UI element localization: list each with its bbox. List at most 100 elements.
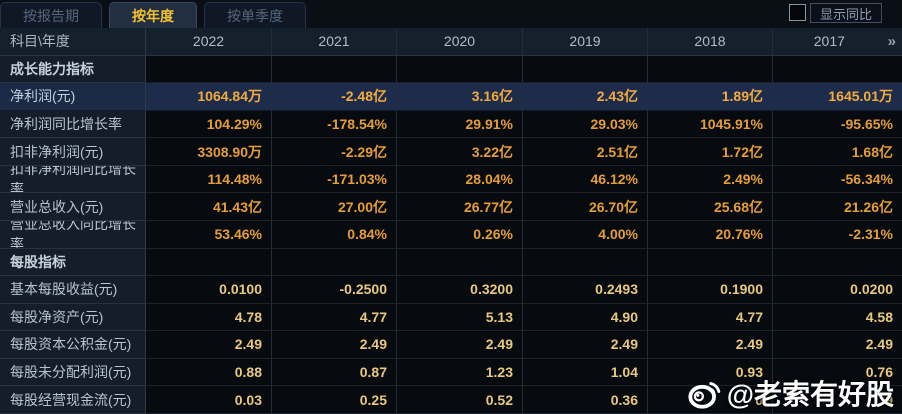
value-cell: 1.23 — [397, 358, 523, 387]
value-cell: 0.2493 — [523, 276, 648, 304]
table-row[interactable]: 每股未分配利润(元) 0.88 0.87 1.23 1.04 0.93 0.76 — [0, 358, 902, 387]
value-cell — [272, 248, 397, 277]
financial-table: 科目\年度 2022 2021 2020 2019 2018 2017 » 成长能力指标 净利… — [0, 28, 902, 414]
value-cell: 3308.90万 — [146, 138, 272, 166]
value-cell: 0.93 — [648, 358, 773, 387]
row-label: 每股经营现金流(元) — [0, 386, 146, 414]
value-cell: 0 — [648, 386, 773, 414]
table-row[interactable]: 扣非净利润同比增长率 114.48% -171.03% 28.04% 46.12% 2.4… — [0, 165, 902, 194]
value-cell: 53.46% — [146, 220, 272, 249]
table-row[interactable]: 营业总收入同比增长率 53.46% 0.84% 0.26% 4.00% 20.76% -2.… — [0, 220, 902, 249]
value-cell: 114.48% — [146, 165, 272, 194]
row-label: 扣非净利润同比增长率 — [0, 165, 146, 194]
row-label: 每股资本公积金(元) — [0, 331, 146, 359]
value-cell: -2.48亿 — [272, 83, 397, 111]
value-cell: 0.52 — [397, 386, 523, 414]
value-cell: 3.16亿 — [397, 83, 523, 111]
value-cell: 0.36 — [523, 386, 648, 414]
row-label: 基本每股收益(元) — [0, 276, 146, 304]
value-cell: 27.00亿 — [272, 193, 397, 221]
value-cell: -0.2500 — [272, 276, 397, 304]
value-cell: 0.1900 — [648, 276, 773, 304]
row-label: 每股指标 — [0, 248, 146, 277]
value-cell — [523, 248, 648, 277]
value-cell — [397, 55, 523, 84]
table-row[interactable]: 净利润同比增长率 104.29% -178.54% 29.91% 29.03% 1045.… — [0, 110, 902, 139]
value-cell: 26.77亿 — [397, 193, 523, 221]
value-cell: 3.22亿 — [397, 138, 523, 166]
value-cell: 2.49 — [397, 331, 523, 359]
value-cell: 9 — [773, 386, 902, 414]
value-cell — [146, 248, 272, 277]
value-cell: 5.13 — [397, 303, 523, 332]
value-cell: 1.04 — [523, 358, 648, 387]
table-row: 成长能力指标 — [0, 55, 902, 84]
value-cell — [773, 55, 902, 84]
value-cell: 0.03 — [146, 386, 272, 414]
value-cell: 41.43亿 — [146, 193, 272, 221]
value-cell: 0.84% — [272, 220, 397, 249]
row-label: 净利润(元) — [0, 83, 146, 111]
table-row[interactable]: 基本每股收益(元) 0.0100 -0.2500 0.3200 0.2493 0.1900… — [0, 276, 902, 304]
value-cell — [523, 55, 648, 84]
value-cell: 28.04% — [397, 165, 523, 194]
table-row[interactable]: 每股经营现金流(元) 0.03 0.25 0.52 0.36 0 9 — [0, 386, 902, 414]
value-cell — [272, 55, 397, 84]
value-cell: 2.49 — [272, 331, 397, 359]
value-cell: 0.76 — [773, 358, 902, 387]
year-column-header: 2022 — [146, 28, 272, 56]
row-label: 每股未分配利润(元) — [0, 358, 146, 387]
value-cell: 0.26% — [397, 220, 523, 249]
value-cell: 0.0200 — [773, 276, 902, 304]
value-cell: 0.0100 — [146, 276, 272, 304]
row-label: 净利润同比增长率 — [0, 110, 146, 139]
value-cell — [397, 248, 523, 277]
row-label: 营业总收入(元) — [0, 193, 146, 221]
value-cell: -2.29亿 — [272, 138, 397, 166]
value-cell: 25.68亿 — [648, 193, 773, 221]
value-cell: -178.54% — [272, 110, 397, 139]
table-row[interactable]: 每股资本公积金(元) 2.49 2.49 2.49 2.49 2.49 2.49 — [0, 331, 902, 359]
row-label: 成长能力指标 — [0, 55, 146, 84]
more-years-icon[interactable]: » — [887, 32, 896, 50]
table-header-row: 科目\年度 2022 2021 2020 2019 2018 2017 » — [0, 28, 902, 56]
tab-by-quarter[interactable]: 按单季度 — [204, 2, 306, 28]
value-cell: 2.49% — [648, 165, 773, 194]
year-column-header: 2017 » — [773, 28, 902, 56]
value-cell: -2.31% — [773, 220, 902, 249]
value-cell: 2.49 — [773, 331, 902, 359]
value-cell: 2.49 — [648, 331, 773, 359]
value-cell: 2.51亿 — [523, 138, 648, 166]
value-cell: 29.03% — [523, 110, 648, 139]
value-cell: 0.25 — [272, 386, 397, 414]
year-column-header: 2018 — [648, 28, 773, 56]
value-cell: 1.72亿 — [648, 138, 773, 166]
year-column-header: 2019 — [523, 28, 648, 56]
show-yoy-label[interactable]: 显示同比 — [809, 3, 882, 23]
value-cell: 2.49 — [146, 331, 272, 359]
value-cell: -56.34% — [773, 165, 902, 194]
value-cell: -95.65% — [773, 110, 902, 139]
show-yoy-checkbox[interactable] — [789, 4, 806, 21]
value-cell: 1064.84万 — [146, 83, 272, 111]
table-row[interactable]: 净利润(元) 1064.84万 -2.48亿 3.16亿 2.43亿 1.89亿 1645.… — [0, 83, 902, 111]
value-cell: 4.00% — [523, 220, 648, 249]
row-label: 每股净资产(元) — [0, 303, 146, 332]
table-row[interactable]: 每股净资产(元) 4.78 4.77 5.13 4.90 4.77 4.58 — [0, 303, 902, 332]
value-cell: 20.76% — [648, 220, 773, 249]
tab-by-report-period[interactable]: 按报告期 — [0, 2, 102, 28]
value-cell — [146, 55, 272, 84]
value-cell: 26.70亿 — [523, 193, 648, 221]
year-column-header: 2020 — [397, 28, 523, 56]
table-row[interactable]: 扣非净利润(元) 3308.90万 -2.29亿 3.22亿 2.51亿 1.72亿 1.6… — [0, 138, 902, 166]
value-cell: 1645.01万 — [773, 83, 902, 111]
value-cell: 4.78 — [146, 303, 272, 332]
value-cell: 4.58 — [773, 303, 902, 332]
table-row[interactable]: 营业总收入(元) 41.43亿 27.00亿 26.77亿 26.70亿 25.68亿 21… — [0, 193, 902, 221]
tab-by-year[interactable]: 按年度 — [109, 2, 197, 28]
row-label: 扣非净利润(元) — [0, 138, 146, 166]
row-label: 营业总收入同比增长率 — [0, 220, 146, 249]
table-row: 每股指标 — [0, 248, 902, 277]
value-cell: 4.77 — [272, 303, 397, 332]
